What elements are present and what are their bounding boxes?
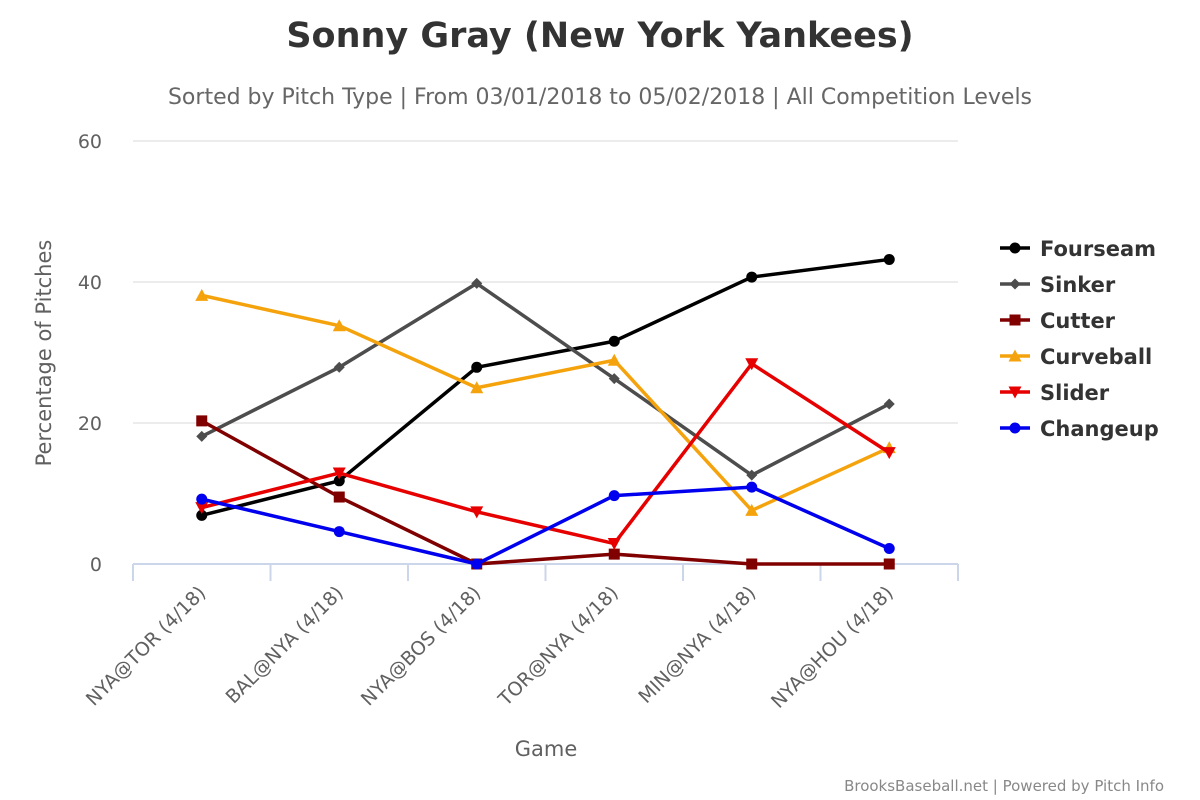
gridlines <box>133 140 958 424</box>
series-line-curveball <box>200 293 891 513</box>
x-axis-title: Game <box>515 737 578 761</box>
data-point-slider[interactable] <box>882 447 896 460</box>
data-point-sinker[interactable] <box>883 398 895 410</box>
legend-label-slider: Slider <box>1040 381 1110 405</box>
data-point-changeup[interactable] <box>471 558 483 570</box>
data-point-slider[interactable] <box>607 538 621 551</box>
data-point-cutter[interactable] <box>608 548 620 560</box>
legend-label-curveball: Curveball <box>1040 345 1152 369</box>
data-point-cutter[interactable] <box>746 558 758 570</box>
series-line-changeup <box>200 485 891 566</box>
legend-marker-cutter[interactable] <box>1009 314 1021 326</box>
data-point-cutter[interactable] <box>196 415 208 427</box>
legend-item-fourseam[interactable]: Fourseam <box>1000 237 1156 261</box>
data-point-changeup[interactable] <box>883 542 895 554</box>
legend-marker-fourseam[interactable] <box>1009 242 1021 254</box>
data-point-sinker[interactable] <box>471 277 483 289</box>
series-line-cutter <box>200 419 891 566</box>
data-point-slider[interactable] <box>332 467 346 480</box>
x-tick-label: MIN@NYA (4/18) <box>634 582 760 708</box>
legend-item-changeup[interactable]: Changeup <box>1000 417 1159 441</box>
legend-item-sinker[interactable]: Sinker <box>1000 273 1116 297</box>
data-point-sinker[interactable] <box>608 373 620 385</box>
chart-title: Sonny Gray (New York Yankees) <box>286 16 913 56</box>
legend-label-changeup: Changeup <box>1040 417 1159 441</box>
y-axis: 0 20 40 60 <box>78 131 102 576</box>
data-point-fourseam[interactable] <box>471 361 483 373</box>
series-group <box>195 253 896 570</box>
data-point-cutter[interactable] <box>883 558 895 570</box>
y-tick-label: 60 <box>78 131 102 153</box>
y-tick-label: 40 <box>78 272 102 294</box>
x-tick-label: TOR@NYA (4/18) <box>494 582 623 711</box>
legend-marker-sinker[interactable] <box>1009 278 1021 290</box>
data-point-sinker[interactable] <box>746 469 758 481</box>
data-point-fourseam[interactable] <box>608 335 620 347</box>
legend-label-sinker: Sinker <box>1040 273 1116 297</box>
legend-marker-slider[interactable] <box>1008 386 1022 399</box>
data-point-curveball[interactable] <box>745 503 759 516</box>
data-point-curveball[interactable] <box>470 381 484 394</box>
series-line-sinker <box>200 281 891 477</box>
data-point-changeup[interactable] <box>196 493 208 505</box>
data-point-sinker[interactable] <box>333 361 345 373</box>
data-point-slider[interactable] <box>470 506 484 519</box>
legend-label-fourseam: Fourseam <box>1040 237 1156 261</box>
legend-marker-changeup[interactable] <box>1009 422 1021 434</box>
data-point-changeup[interactable] <box>333 526 345 538</box>
data-point-fourseam[interactable] <box>333 475 345 487</box>
legend-item-curveball[interactable]: Curveball <box>1000 345 1152 369</box>
data-point-changeup[interactable] <box>608 490 620 502</box>
data-point-fourseam[interactable] <box>196 509 208 521</box>
x-tick-label: BAL@NYA (4/18) <box>222 582 348 708</box>
chart-subtitle: Sorted by Pitch Type | From 03/01/2018 t… <box>168 85 1032 110</box>
legend-item-slider[interactable]: Slider <box>1000 381 1110 405</box>
y-tick-label: 20 <box>78 413 102 435</box>
chart-credits[interactable]: BrooksBaseball.net | Powered by Pitch In… <box>844 777 1164 795</box>
legend-label-cutter: Cutter <box>1040 309 1116 333</box>
legend-marker-curveball[interactable] <box>1008 349 1022 362</box>
legend-item-cutter[interactable]: Cutter <box>1000 309 1116 333</box>
series-line-slider <box>200 362 891 546</box>
data-point-curveball[interactable] <box>195 288 209 301</box>
series-sinker <box>196 277 895 481</box>
x-tick-label: NYA@HOU (4/18) <box>767 582 898 713</box>
series-slider <box>195 358 896 551</box>
data-point-cutter[interactable] <box>333 491 345 503</box>
data-point-curveball[interactable] <box>607 353 621 366</box>
data-point-fourseam[interactable] <box>883 253 895 265</box>
y-axis-title: Percentage of Pitches <box>32 240 56 467</box>
y-tick-label: 0 <box>90 554 102 576</box>
data-point-slider[interactable] <box>195 502 209 515</box>
x-tick-label: NYA@BOS (4/18) <box>357 582 485 710</box>
x-tick-label: NYA@TOR (4/18) <box>82 582 210 710</box>
series-line-fourseam <box>200 257 891 518</box>
data-point-sinker[interactable] <box>196 430 208 442</box>
data-point-slider[interactable] <box>745 358 759 371</box>
data-point-changeup[interactable] <box>746 481 758 493</box>
legend[interactable]: Fourseam Sinker Cutter Curveball Slider Chang… <box>1000 237 1159 441</box>
series-changeup <box>196 481 895 570</box>
data-point-fourseam[interactable] <box>746 271 758 283</box>
data-point-curveball[interactable] <box>332 319 346 332</box>
x-axis: NYA@TOR (4/18) BAL@NYA (4/18) NYA@BOS (4/1… <box>82 563 959 713</box>
series-fourseam <box>196 253 895 521</box>
